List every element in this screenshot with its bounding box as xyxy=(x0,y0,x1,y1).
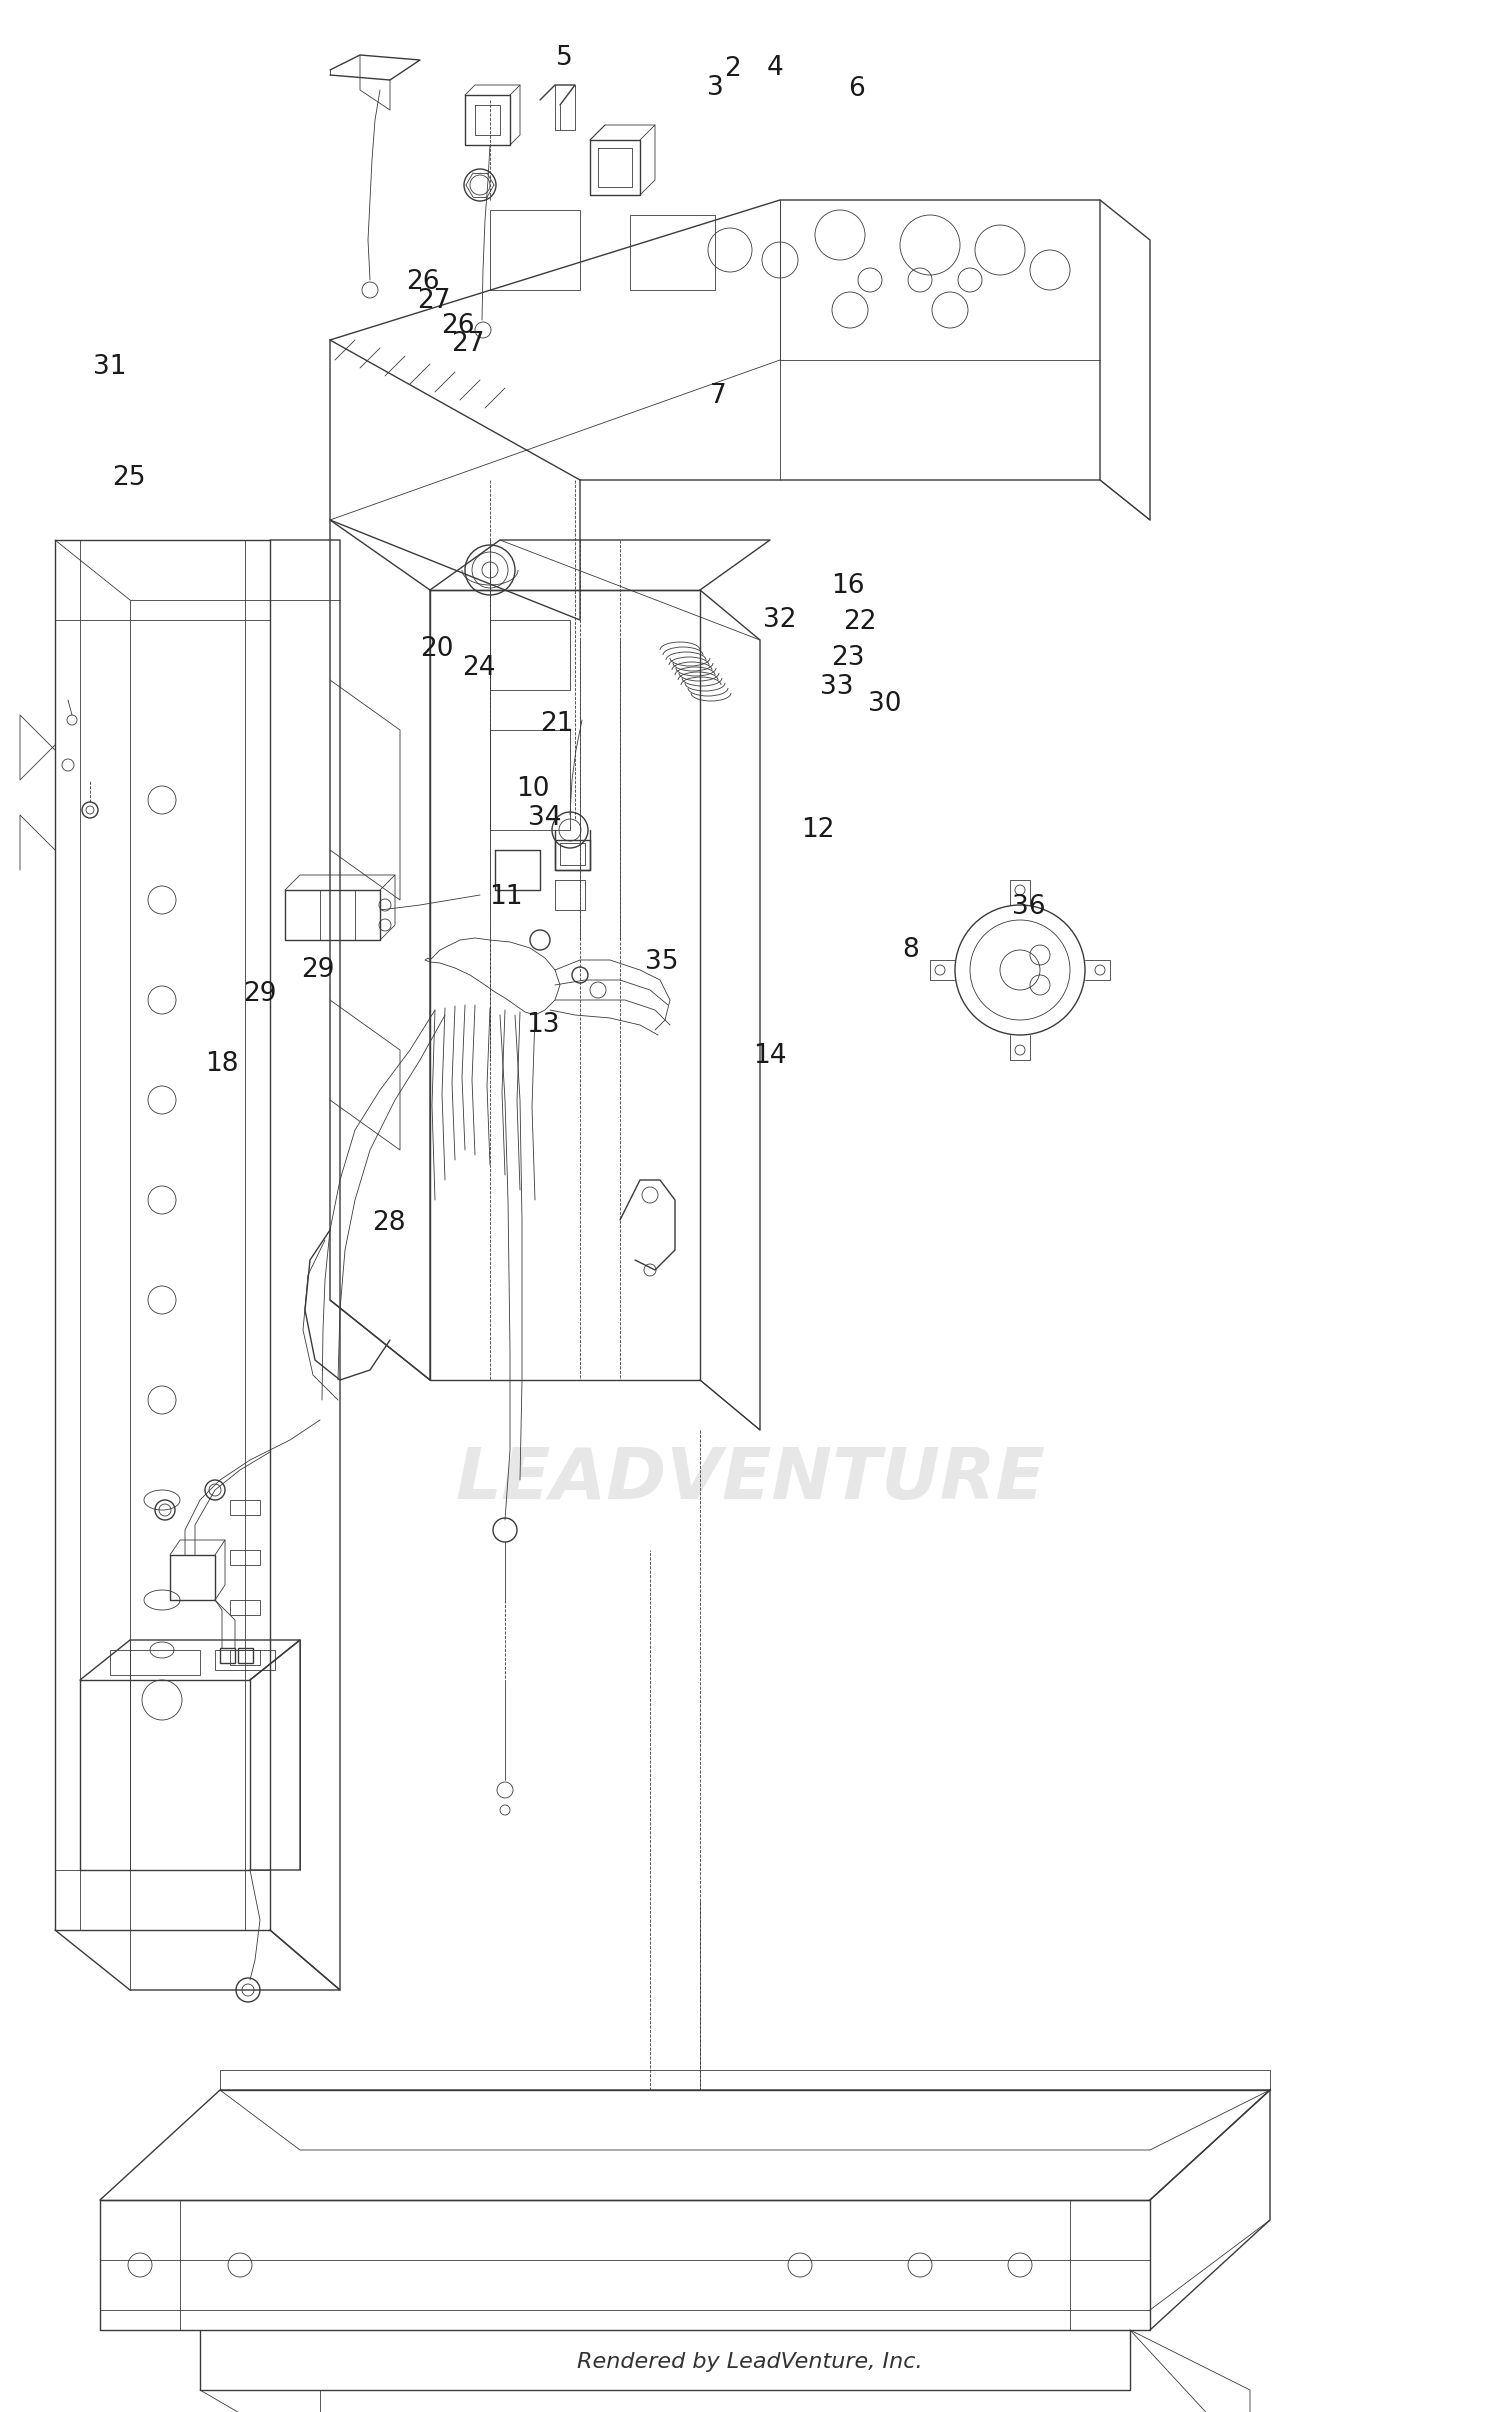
Text: 22: 22 xyxy=(843,610,876,634)
Text: 26: 26 xyxy=(441,314,474,338)
Text: 18: 18 xyxy=(206,1052,238,1076)
Text: 29: 29 xyxy=(243,982,276,1006)
Bar xyxy=(490,731,570,830)
Text: 20: 20 xyxy=(420,637,453,661)
Text: 33: 33 xyxy=(821,675,854,699)
Text: 31: 31 xyxy=(93,355,126,379)
Text: 23: 23 xyxy=(831,646,864,671)
Bar xyxy=(220,1647,236,1662)
Text: 32: 32 xyxy=(764,608,796,632)
Text: 7: 7 xyxy=(710,384,728,408)
Text: 25: 25 xyxy=(112,466,146,490)
Text: 13: 13 xyxy=(526,1013,560,1037)
Text: 10: 10 xyxy=(516,777,549,801)
Text: 21: 21 xyxy=(540,712,573,736)
Text: 4: 4 xyxy=(766,55,784,80)
Text: 35: 35 xyxy=(645,950,678,974)
Bar xyxy=(110,1650,200,1674)
Bar xyxy=(230,1599,260,1616)
Text: 5: 5 xyxy=(555,46,573,70)
Text: 3: 3 xyxy=(706,75,724,101)
Bar xyxy=(230,1551,260,1565)
Text: 12: 12 xyxy=(801,818,834,842)
Bar xyxy=(630,215,716,289)
Text: 34: 34 xyxy=(528,806,561,830)
Text: Rendered by LeadVenture, Inc.: Rendered by LeadVenture, Inc. xyxy=(578,2352,922,2371)
Bar xyxy=(214,1650,274,1669)
Text: 11: 11 xyxy=(489,885,522,909)
Text: 8: 8 xyxy=(902,938,920,962)
Text: 24: 24 xyxy=(462,656,495,680)
Text: 27: 27 xyxy=(417,289,450,314)
Bar xyxy=(560,844,585,866)
Bar xyxy=(238,1647,254,1662)
Bar xyxy=(490,620,570,690)
Bar xyxy=(490,210,580,289)
Text: 2: 2 xyxy=(723,55,741,82)
Text: 27: 27 xyxy=(452,330,484,357)
Text: 16: 16 xyxy=(831,574,864,598)
Text: 28: 28 xyxy=(372,1211,405,1235)
Text: 26: 26 xyxy=(406,270,439,294)
Text: 14: 14 xyxy=(753,1044,786,1069)
Text: 30: 30 xyxy=(868,692,901,716)
Bar xyxy=(230,1500,260,1515)
Text: 6: 6 xyxy=(847,77,865,101)
Text: 29: 29 xyxy=(302,958,334,982)
Text: LEADVENTURE: LEADVENTURE xyxy=(454,1445,1046,1515)
Bar xyxy=(230,1650,260,1664)
Text: 36: 36 xyxy=(1013,895,1046,919)
